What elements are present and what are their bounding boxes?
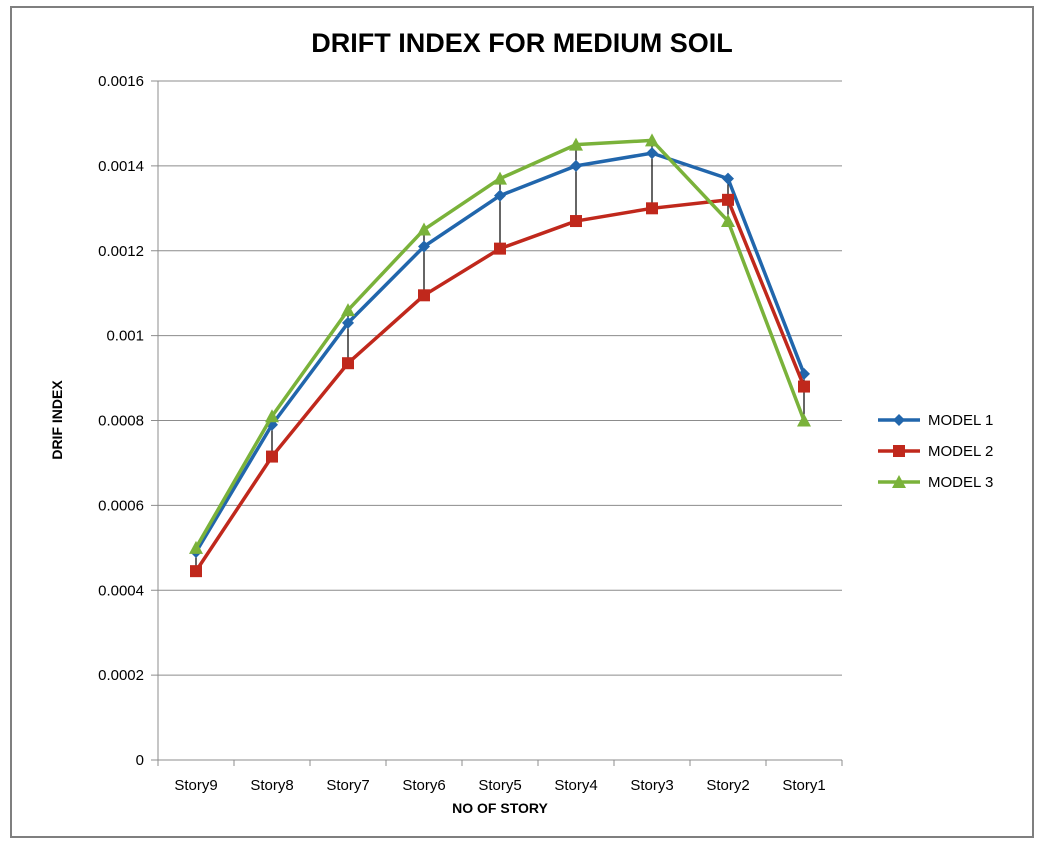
legend-label: MODEL 3 bbox=[928, 474, 993, 491]
y-tick-label: 0 bbox=[136, 752, 144, 769]
x-axis-label: NO OF STORY bbox=[452, 800, 548, 816]
data-point-triangle bbox=[265, 409, 279, 423]
data-point-triangle bbox=[341, 303, 355, 317]
y-tick-label: 0.0012 bbox=[98, 243, 144, 260]
data-point-square bbox=[893, 445, 905, 457]
data-point-triangle bbox=[797, 413, 811, 427]
data-point-square bbox=[342, 357, 354, 370]
y-tick-label: 0.0014 bbox=[98, 158, 144, 175]
x-tick-label: Story2 bbox=[706, 777, 749, 794]
chart-title: DRIFT INDEX FOR MEDIUM SOIL bbox=[311, 28, 733, 58]
y-tick-label: 0.0008 bbox=[98, 413, 144, 430]
data-point-square bbox=[646, 202, 658, 215]
data-point-square bbox=[798, 380, 810, 393]
series-3 bbox=[189, 133, 811, 554]
data-point-triangle bbox=[417, 222, 431, 236]
y-tick-label: 0.0016 bbox=[98, 73, 144, 90]
x-tick-label: Story7 bbox=[326, 777, 369, 794]
legend: MODEL 1 MODEL 2 MODEL 3 bbox=[878, 412, 993, 491]
data-point-diamond bbox=[494, 189, 506, 202]
x-tick-label: Story4 bbox=[554, 777, 597, 794]
data-point-triangle bbox=[645, 133, 659, 147]
series-line bbox=[194, 198, 806, 573]
legend-item: MODEL 3 bbox=[878, 474, 993, 491]
legend-label: MODEL 2 bbox=[928, 443, 993, 460]
data-point-square bbox=[494, 242, 506, 255]
y-tick-label: 0.001 bbox=[106, 328, 144, 345]
x-tick-label: Story3 bbox=[630, 777, 673, 794]
data-point-square bbox=[418, 289, 430, 302]
data-point-diamond bbox=[646, 147, 658, 160]
legend-item: MODEL 2 bbox=[878, 443, 993, 460]
y-tick-label: 0.0004 bbox=[98, 582, 144, 599]
data-point-square bbox=[570, 215, 582, 228]
x-tick-label: Story8 bbox=[250, 777, 293, 794]
legend-label: MODEL 1 bbox=[928, 412, 993, 429]
data-point-diamond bbox=[570, 159, 582, 172]
y-tick-label: 0.0002 bbox=[98, 667, 144, 684]
tick-labels: 0 0.0002 0.0004 0.0006 0.0008 0.001 0.0012 0.00… bbox=[98, 73, 826, 794]
data-point-triangle bbox=[892, 475, 906, 488]
axes bbox=[151, 80, 843, 766]
data-point-diamond bbox=[722, 172, 734, 185]
data-point-square bbox=[722, 193, 734, 206]
chart-frame bbox=[10, 6, 1034, 838]
series bbox=[189, 133, 811, 578]
x-tick-label: Story9 bbox=[174, 777, 217, 794]
x-tick-label: Story1 bbox=[782, 777, 825, 794]
data-point-triangle bbox=[569, 137, 583, 151]
data-point-triangle bbox=[721, 214, 735, 228]
data-point-diamond bbox=[418, 240, 430, 253]
y-tick-label: 0.0006 bbox=[98, 497, 144, 514]
data-point-diamond bbox=[342, 316, 354, 329]
x-tick-label: Story5 bbox=[478, 777, 521, 794]
legend-item: MODEL 1 bbox=[878, 412, 993, 429]
data-point-square bbox=[266, 450, 278, 463]
data-point-triangle bbox=[189, 540, 203, 554]
data-point-square bbox=[190, 565, 202, 578]
data-point-diamond bbox=[893, 414, 905, 426]
gridlines bbox=[158, 80, 842, 676]
series-2 bbox=[190, 193, 810, 578]
y-axis-label: DRIF INDEX bbox=[49, 380, 65, 460]
x-tick-label: Story6 bbox=[402, 777, 445, 794]
data-point-triangle bbox=[493, 171, 507, 185]
